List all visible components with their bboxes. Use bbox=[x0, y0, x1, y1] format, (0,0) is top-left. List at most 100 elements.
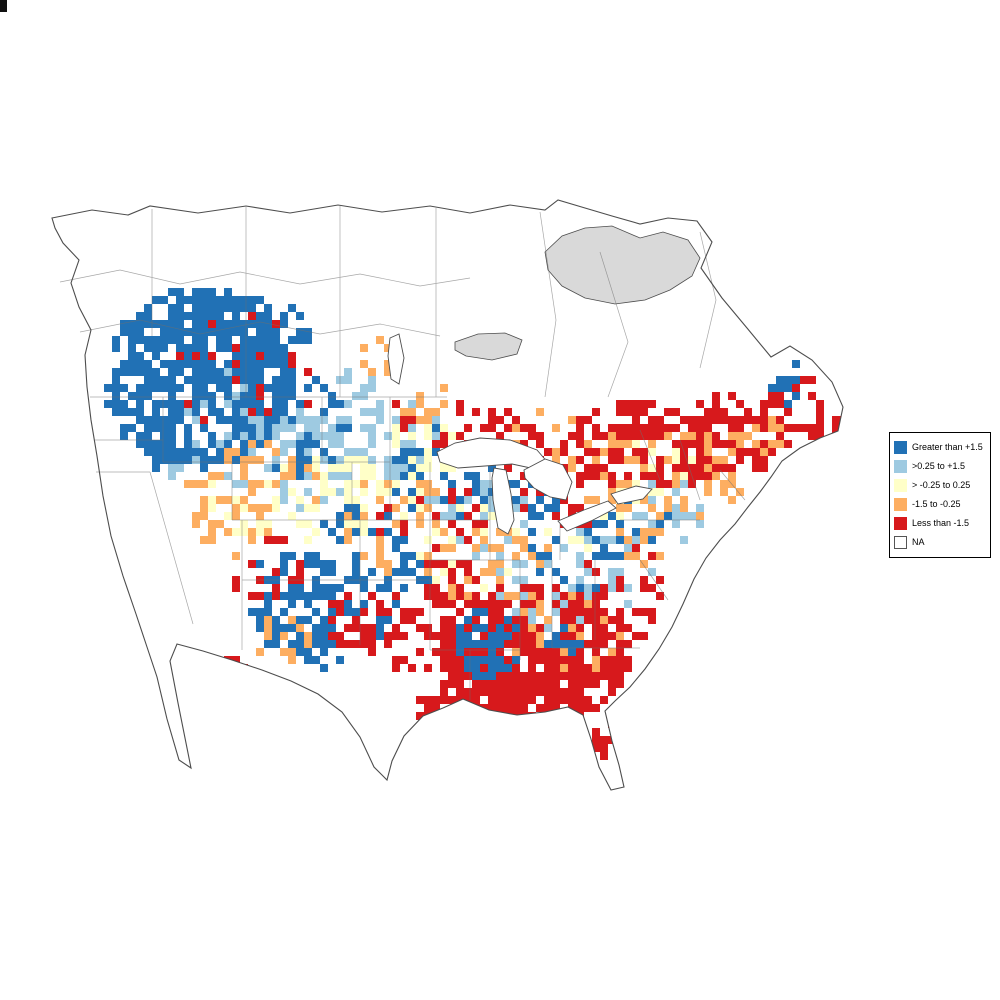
grid-cell bbox=[488, 712, 496, 720]
grid-cell bbox=[528, 504, 536, 512]
grid-cell bbox=[200, 480, 208, 488]
grid-cell bbox=[272, 408, 280, 416]
grid-cell bbox=[184, 424, 192, 432]
grid-cell bbox=[216, 472, 224, 480]
grid-cell bbox=[240, 416, 248, 424]
grid-cell bbox=[296, 592, 304, 600]
grid-cell bbox=[400, 440, 408, 448]
grid-cell bbox=[376, 560, 384, 568]
grid-cell bbox=[448, 464, 456, 472]
grid-cell bbox=[240, 384, 248, 392]
grid-cell bbox=[200, 304, 208, 312]
grid-cell bbox=[360, 608, 368, 616]
grid-cell bbox=[184, 352, 192, 360]
grid-cell bbox=[696, 424, 704, 432]
grid-cell bbox=[624, 536, 632, 544]
grid-cell bbox=[448, 696, 456, 704]
grid-cell bbox=[496, 696, 504, 704]
grid-cell bbox=[384, 584, 392, 592]
grid-cell bbox=[112, 336, 120, 344]
grid-cell bbox=[304, 552, 312, 560]
grid-cell bbox=[240, 424, 248, 432]
grid-cell bbox=[592, 648, 600, 656]
grid-cell bbox=[472, 672, 480, 680]
grid-cell bbox=[328, 464, 336, 472]
grid-cell bbox=[456, 656, 464, 664]
grid-cell bbox=[544, 448, 552, 456]
grid-cell bbox=[752, 448, 760, 456]
grid-cell bbox=[496, 608, 504, 616]
grid-cell bbox=[512, 624, 520, 632]
grid-cell bbox=[600, 552, 608, 560]
grid-cell bbox=[584, 528, 592, 536]
grid-cell bbox=[640, 536, 648, 544]
grid-cell bbox=[312, 584, 320, 592]
grid-cell bbox=[360, 632, 368, 640]
grid-cell bbox=[704, 480, 712, 488]
grid-cell bbox=[616, 576, 624, 584]
grid-cell bbox=[560, 656, 568, 664]
grid-cell bbox=[160, 320, 168, 328]
grid-cell bbox=[512, 672, 520, 680]
grid-cell bbox=[248, 360, 256, 368]
grid-cell bbox=[336, 640, 344, 648]
grid-cell bbox=[616, 552, 624, 560]
grid-cell bbox=[760, 416, 768, 424]
grid-cell bbox=[296, 584, 304, 592]
grid-cell bbox=[480, 512, 488, 520]
grid-cell bbox=[480, 640, 488, 648]
grid-cell bbox=[168, 320, 176, 328]
grid-cell bbox=[640, 528, 648, 536]
grid-cell bbox=[136, 328, 144, 336]
grid-cell bbox=[656, 464, 664, 472]
grid-cell bbox=[544, 624, 552, 632]
grid-cell bbox=[568, 664, 576, 672]
legend-swatch-rd bbox=[894, 517, 907, 530]
grid-cell bbox=[648, 432, 656, 440]
grid-cell bbox=[296, 520, 304, 528]
grid-cell bbox=[168, 384, 176, 392]
grid-cell bbox=[272, 344, 280, 352]
grid-cell bbox=[488, 688, 496, 696]
grid-cell bbox=[224, 344, 232, 352]
grid-cell bbox=[264, 640, 272, 648]
grid-cell bbox=[624, 584, 632, 592]
grid-cell bbox=[464, 512, 472, 520]
grid-cell bbox=[504, 704, 512, 712]
grid-cell bbox=[112, 344, 120, 352]
grid-cell bbox=[360, 472, 368, 480]
grid-cell bbox=[328, 440, 336, 448]
grid-cell bbox=[224, 448, 232, 456]
grid-cell bbox=[264, 600, 272, 608]
grid-cell bbox=[512, 680, 520, 688]
grid-cell bbox=[600, 584, 608, 592]
grid-cell bbox=[552, 664, 560, 672]
grid-cell bbox=[184, 408, 192, 416]
grid-cell bbox=[672, 456, 680, 464]
grid-cell bbox=[184, 328, 192, 336]
grid-cell bbox=[120, 408, 128, 416]
grid-cell bbox=[368, 568, 376, 576]
grid-cell bbox=[240, 400, 248, 408]
grid-cell bbox=[272, 448, 280, 456]
grid-cell bbox=[576, 648, 584, 656]
grid-cell bbox=[320, 664, 328, 672]
legend-item: -1.5 to -0.25 bbox=[894, 495, 986, 514]
grid-cell bbox=[448, 560, 456, 568]
grid-cell bbox=[360, 552, 368, 560]
grid-cell bbox=[200, 336, 208, 344]
grid-cell bbox=[632, 536, 640, 544]
grid-cell bbox=[160, 360, 168, 368]
grid-cell bbox=[208, 320, 216, 328]
grid-cell bbox=[136, 352, 144, 360]
grid-cell bbox=[552, 704, 560, 712]
grid-cell bbox=[120, 320, 128, 328]
grid-cell bbox=[488, 464, 496, 472]
grid-cell bbox=[488, 712, 496, 720]
grid-cell bbox=[248, 320, 256, 328]
grid-cell bbox=[616, 456, 624, 464]
grid-cell bbox=[288, 384, 296, 392]
grid-cell bbox=[520, 688, 528, 696]
grid-cell bbox=[256, 424, 264, 432]
grid-cell bbox=[496, 576, 504, 584]
